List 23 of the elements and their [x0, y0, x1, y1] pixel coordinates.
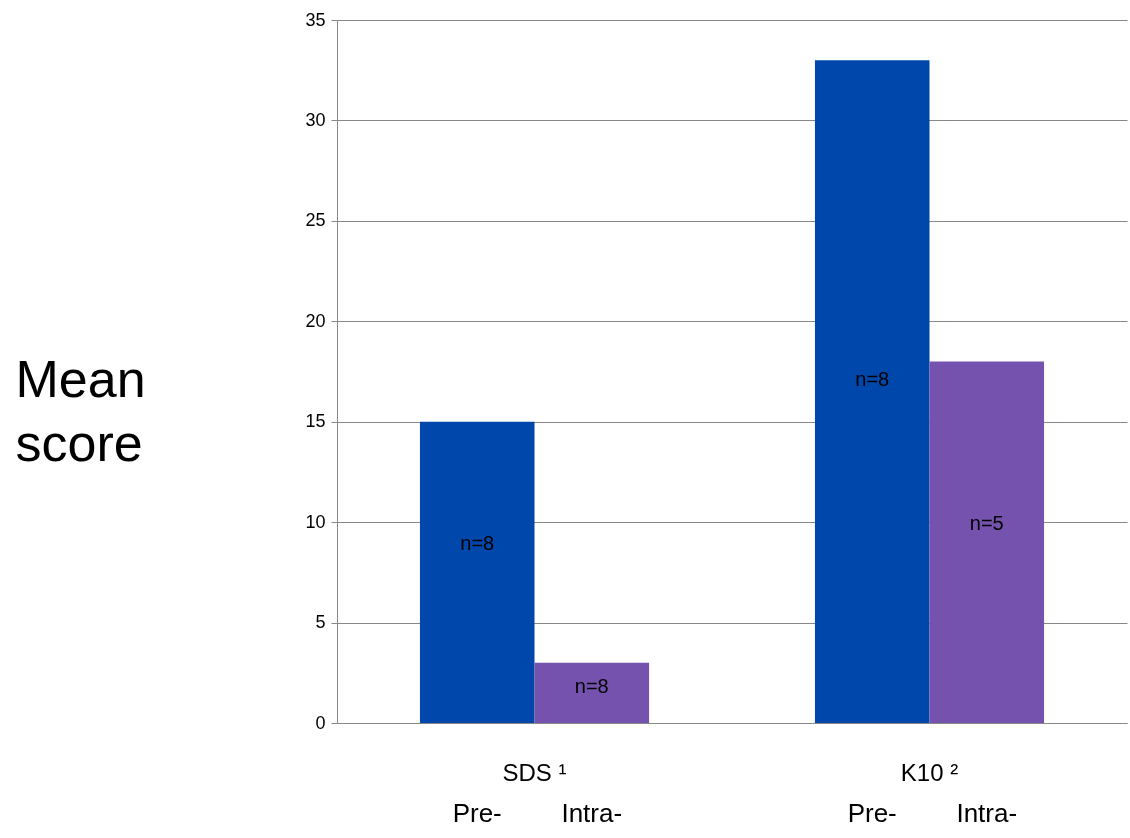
annotation: n=8 — [855, 367, 890, 390]
y-tick-label: 10 — [305, 511, 326, 532]
x-tick-label: SDS ¹ — [502, 758, 567, 786]
text: Intra- — [956, 798, 1018, 828]
y-tick-label: 25 — [305, 210, 326, 231]
bar — [814, 60, 930, 723]
annotation: n=5 — [969, 512, 1004, 535]
y-tick-label: 0 — [315, 712, 326, 733]
y-tick-label: 35 — [305, 9, 326, 30]
y-axis-title: Mean score — [15, 349, 146, 472]
bar — [929, 361, 1045, 723]
x-tick-label: K10 ² — [900, 758, 959, 786]
bar — [534, 662, 650, 723]
y-tick-label: 30 — [305, 109, 326, 130]
text: Pre- — [452, 798, 502, 828]
text: Intra- — [561, 798, 623, 828]
y-tick-label: 5 — [315, 612, 326, 633]
annotation: n=8 — [574, 674, 609, 697]
bar — [419, 421, 535, 723]
y-tick-label: 20 — [305, 310, 326, 331]
annotation: n=8 — [460, 532, 495, 555]
text: Pre- — [847, 798, 897, 828]
y-tick-label: 15 — [305, 411, 326, 432]
